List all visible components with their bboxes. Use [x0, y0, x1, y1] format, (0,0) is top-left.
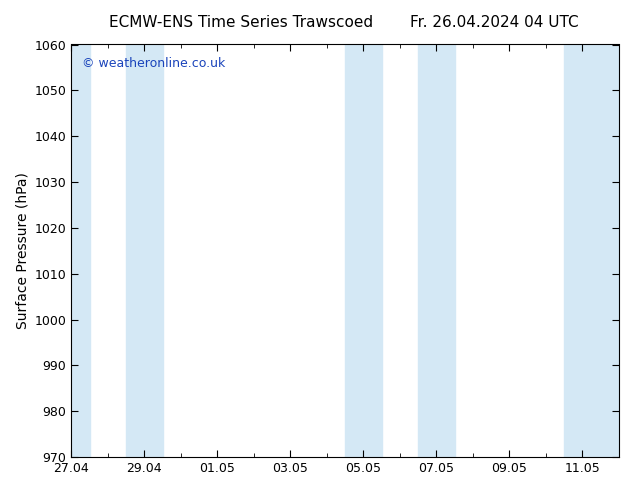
- Bar: [126, 45, 162, 457]
- Bar: [418, 45, 455, 457]
- Y-axis label: Surface Pressure (hPa): Surface Pressure (hPa): [15, 172, 29, 329]
- Text: Fr. 26.04.2024 04 UTC: Fr. 26.04.2024 04 UTC: [410, 15, 579, 30]
- Text: ECMW-ENS Time Series Trawscoed: ECMW-ENS Time Series Trawscoed: [109, 15, 373, 30]
- Bar: [564, 45, 634, 457]
- Bar: [345, 45, 382, 457]
- Text: © weatheronline.co.uk: © weatheronline.co.uk: [82, 57, 226, 70]
- Bar: [53, 45, 89, 457]
